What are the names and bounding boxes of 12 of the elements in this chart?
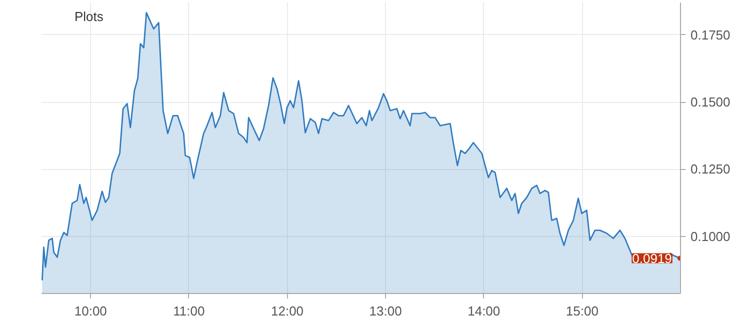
x-tick-label: 10:00: [74, 304, 107, 318]
y-tick-label: 0.1000: [690, 228, 730, 244]
x-tick-label: 11:00: [173, 304, 205, 318]
x-tick-label: 15:00: [566, 304, 598, 318]
annotation: Plots: [74, 9, 104, 24]
x-tick-label: 12:00: [271, 304, 304, 318]
annotation: 0.0919: [632, 250, 672, 266]
y-tick-label: 0.1250: [690, 162, 730, 177]
x-tick-label: 13:00: [369, 304, 402, 318]
y-tick-label: 0.1750: [690, 27, 730, 42]
y-tick-label: 0.1500: [690, 94, 730, 110]
x-tick-label: 14:00: [468, 304, 500, 318]
